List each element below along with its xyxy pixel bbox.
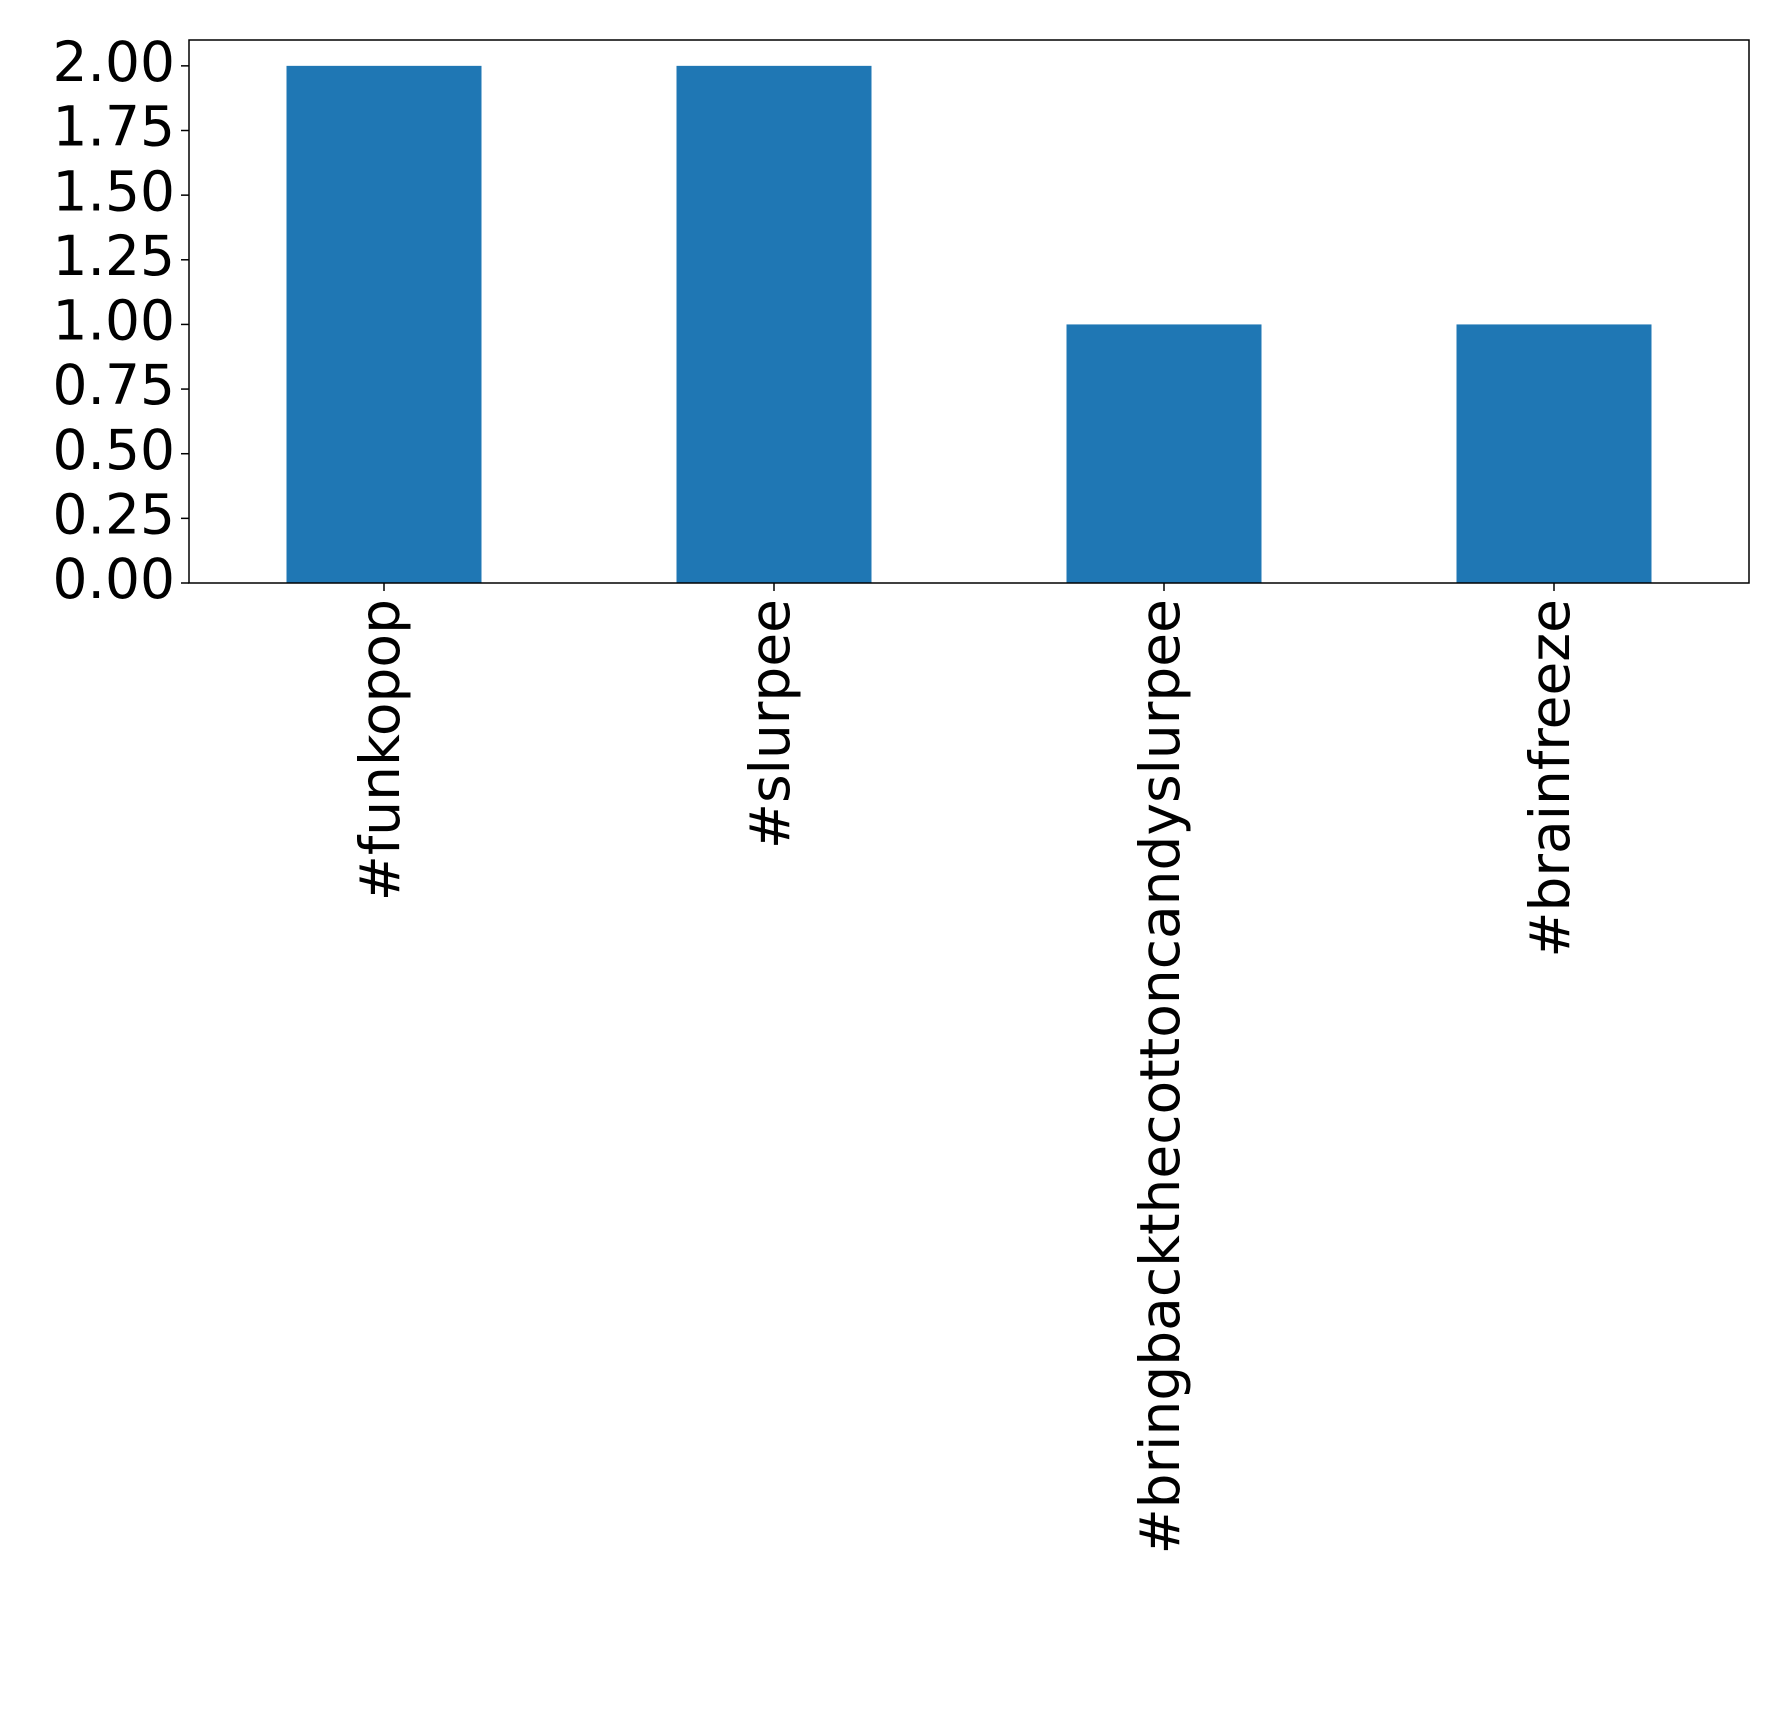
y-tick-label: 1.00 bbox=[53, 289, 175, 353]
y-tick-label: 0.75 bbox=[53, 353, 175, 417]
bar bbox=[1456, 324, 1652, 583]
x-tick-label: #slurpee bbox=[738, 599, 802, 849]
y-tick-label: 2.00 bbox=[53, 30, 175, 94]
y-tick-label: 0.00 bbox=[53, 547, 175, 611]
bar bbox=[1066, 324, 1262, 583]
x-tick-label: #bringbackthecottoncandyslurpee bbox=[1128, 599, 1192, 1554]
y-tick-label: 1.25 bbox=[53, 224, 175, 288]
x-tick-label: #brainfreeze bbox=[1518, 599, 1582, 958]
y-tick-label: 0.50 bbox=[53, 418, 175, 482]
x-tick-label: #funkopop bbox=[348, 599, 412, 901]
y-tick-label: 1.75 bbox=[53, 95, 175, 159]
y-tick-label: 1.50 bbox=[53, 159, 175, 223]
bar bbox=[286, 65, 482, 584]
bar bbox=[676, 65, 872, 584]
y-tick-label: 0.25 bbox=[53, 482, 175, 546]
plot-frame bbox=[188, 39, 1750, 584]
